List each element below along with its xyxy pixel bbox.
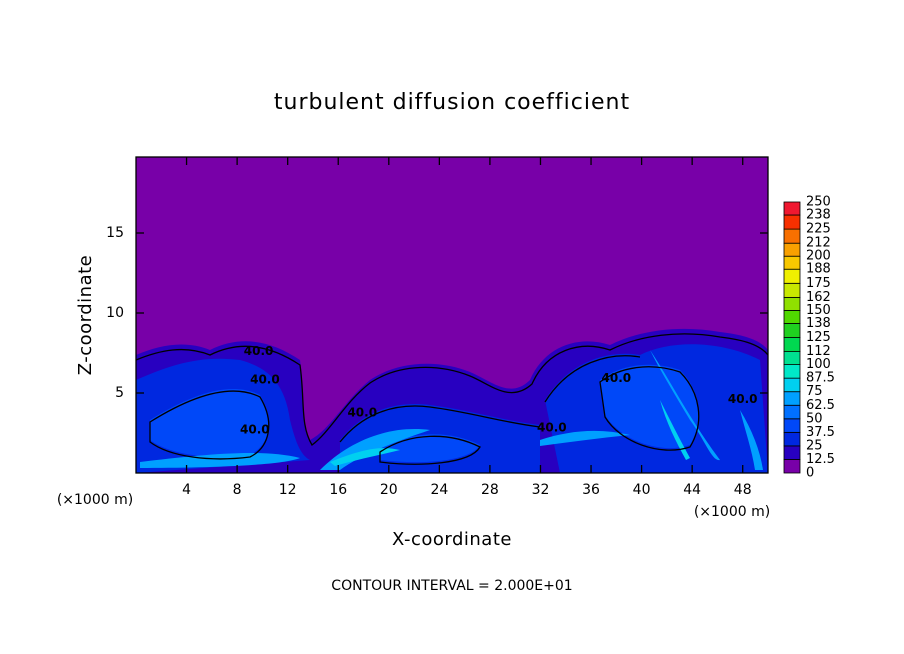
colorbar-label: 138 — [806, 316, 831, 331]
contour-label: 40.0 — [244, 344, 274, 358]
colorbar-label: 87.5 — [806, 371, 835, 386]
colorbar-label: 125 — [806, 330, 831, 345]
colorbar-bin — [783, 459, 801, 474]
colorbar-label: 200 — [806, 249, 831, 264]
colorbar-bin — [783, 296, 801, 311]
colorbar-label: 25 — [806, 438, 823, 453]
chart-title: turbulent diffusion coefficient — [274, 90, 630, 115]
colorbar-bin — [783, 404, 801, 420]
colorbar-label: 0 — [806, 466, 814, 481]
colorbar-label: 75 — [806, 384, 823, 399]
contour-label: 40.0 — [347, 406, 377, 420]
x-tick-label: 44 — [683, 482, 701, 498]
colorbar-bin — [783, 214, 801, 230]
x-tick-label: 32 — [532, 482, 550, 498]
colorbar-label: 175 — [806, 276, 831, 291]
colorbar-bin — [783, 377, 801, 393]
colorbar-bin — [783, 309, 801, 324]
colorbar-bin — [783, 242, 801, 257]
y-tick-label: 10 — [106, 305, 124, 321]
field-region — [150, 364, 699, 463]
x-tick-label: 4 — [182, 482, 191, 498]
y-tick-label: 5 — [115, 385, 124, 401]
colorbar-bin — [783, 323, 801, 338]
contour-interval-label: CONTOUR INTERVAL = 2.000E+01 — [331, 578, 572, 594]
colorbar-bin — [783, 337, 801, 352]
contour-line — [135, 333, 769, 446]
x-tick-label: 48 — [734, 482, 752, 498]
colorbar-bin — [783, 201, 801, 216]
y-tick-label: 15 — [106, 225, 124, 241]
colorbar-label: 150 — [806, 303, 831, 318]
colorbar-label: 225 — [806, 222, 831, 237]
x-axis-label: X-coordinate — [392, 529, 512, 550]
colorbar-label: 212 — [806, 236, 831, 251]
x-tick-label: 40 — [633, 482, 651, 498]
field — [135, 157, 769, 473]
colorbar-bin — [783, 431, 801, 447]
x-unit-label: (×1000 m) — [694, 504, 770, 520]
colorbar-label: 12.5 — [806, 452, 835, 467]
colorbar-label: 238 — [806, 208, 831, 223]
colorbar-bin — [783, 351, 801, 366]
colorbar-label: 250 — [806, 195, 831, 210]
x-tick-label: 12 — [279, 482, 297, 498]
colorbar-bin — [783, 364, 801, 379]
colorbar-label: 37.5 — [806, 425, 835, 440]
contour-line — [149, 355, 700, 465]
plot-frame — [135, 156, 769, 474]
y-unit-label: (×1000 m) — [57, 492, 133, 508]
x-tick-label: 36 — [582, 482, 600, 498]
x-tick-label: 24 — [430, 482, 448, 498]
contour-label: 40.0 — [602, 371, 632, 385]
colorbar-bin — [783, 391, 801, 406]
colorbar-label: 62.5 — [806, 398, 835, 413]
x-tick-label: 20 — [380, 482, 398, 498]
colorbar-label: 188 — [806, 262, 831, 277]
colorbar-bin — [783, 418, 801, 433]
colorbar-bin — [783, 228, 801, 244]
y-axis-label: Z-coordinate — [75, 255, 96, 376]
colorbar-label: 50 — [806, 411, 823, 426]
contour-label: 40.0 — [537, 421, 567, 435]
colorbar-bin — [783, 282, 801, 298]
x-tick-label: 28 — [481, 482, 499, 498]
colorbar-label: 162 — [806, 290, 831, 305]
contour-label: 40.0 — [250, 373, 280, 387]
colorbar-bin — [783, 255, 801, 270]
contour-label: 40.0 — [240, 422, 270, 436]
colorbar-label: 100 — [806, 357, 831, 372]
colorbar-bin — [783, 445, 801, 460]
x-tick-label: 16 — [329, 482, 347, 498]
colorbar-bin — [783, 268, 801, 284]
colorbar-label: 112 — [806, 344, 831, 359]
contour-label: 40.0 — [728, 392, 758, 406]
x-tick-label: 8 — [233, 482, 242, 498]
